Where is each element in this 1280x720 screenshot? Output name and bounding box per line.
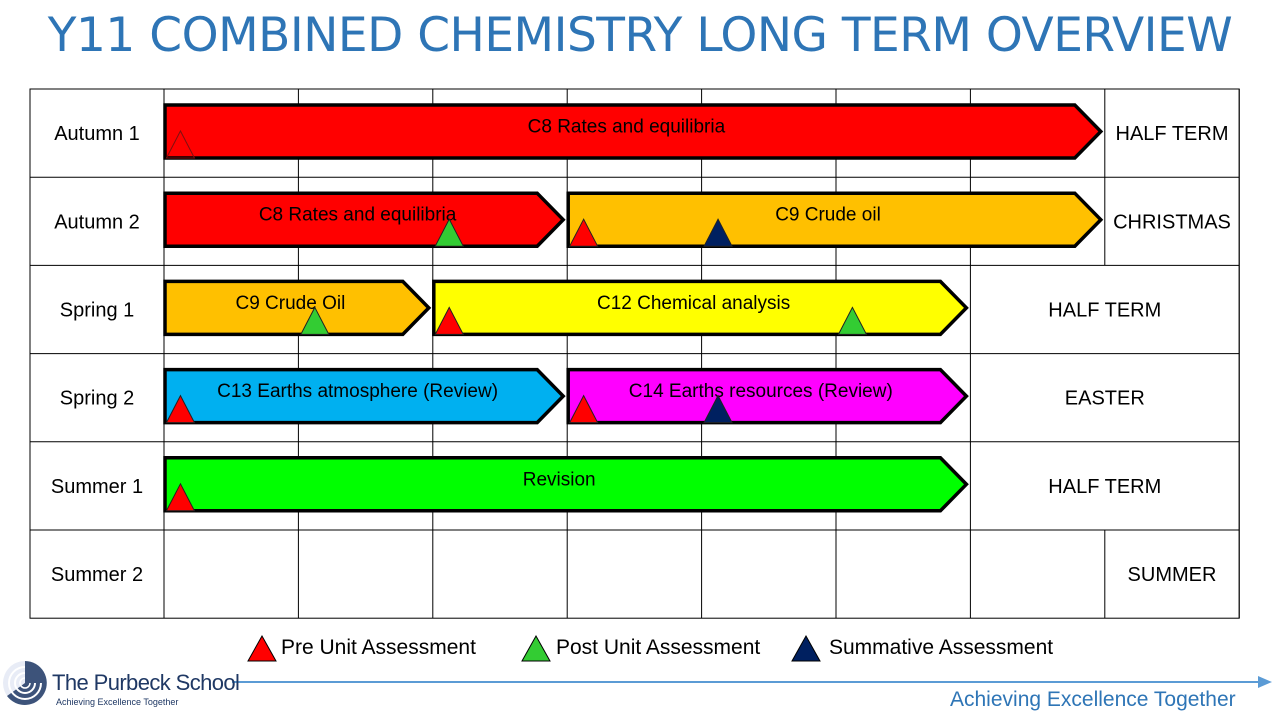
- post-assessment-icon: [300, 306, 330, 335]
- row-label: Summer 2: [51, 564, 143, 586]
- holiday-label: HALF TERM: [1116, 123, 1229, 145]
- pre-assessment-icon: [165, 129, 196, 159]
- summative-assessment-icon: [703, 218, 733, 247]
- holiday-label: HALF TERM: [1048, 476, 1161, 498]
- pre-assessment-icon: [568, 218, 599, 247]
- unit-arrow: [163, 456, 969, 513]
- unit-arrow: [432, 279, 969, 337]
- unit-arrow: [163, 103, 1104, 160]
- pre-assessment-icon: [434, 306, 465, 335]
- row-label: Summer 1: [51, 476, 143, 498]
- holiday-label: SUMMER: [1128, 564, 1217, 586]
- unit-arrow: [163, 279, 432, 337]
- row-label: Autumn 2: [54, 211, 140, 233]
- pre-assessment-icon: [568, 394, 599, 424]
- row-label: Autumn 1: [54, 123, 140, 145]
- holiday-label: CHRISTMAS: [1113, 211, 1231, 233]
- row-label: Spring 2: [60, 388, 135, 410]
- holiday-label: EASTER: [1065, 388, 1145, 410]
- unit-label: C9 Crude oil: [775, 205, 881, 226]
- school-name: The Purbeck School: [52, 670, 240, 695]
- unit-arrow: [566, 367, 969, 425]
- unit-label: C9 Crude Oil: [235, 293, 345, 314]
- unit-label: C8 Rates and equilibria: [528, 117, 726, 138]
- holiday-label: HALF TERM: [1048, 300, 1161, 322]
- unit-label: Revision: [523, 469, 596, 490]
- unit-label: C12 Chemical analysis: [597, 293, 790, 314]
- unit-label: C14 Earths resources (Review): [629, 381, 893, 402]
- unit-arrow: [163, 191, 566, 248]
- row-label: Spring 1: [60, 300, 135, 322]
- pre-assessment-icon: [165, 394, 196, 424]
- pre-assessment-icon: [165, 482, 196, 512]
- post-assessment-icon: [434, 218, 465, 247]
- summative-assessment-icon: [703, 394, 733, 424]
- unit-label: C13 Earths atmosphere (Review): [217, 381, 498, 402]
- unit-arrow: [566, 191, 1104, 248]
- footer-tagline: Achieving Excellence Together: [950, 688, 1236, 711]
- school-logo-tagline: Achieving Excellence Together: [56, 697, 179, 707]
- post-assessment-icon: [837, 306, 868, 335]
- page-title: Y11 COMBINED CHEMISTRY LONG TERM OVERVIE…: [47, 8, 1233, 63]
- unit-arrow: [163, 367, 566, 425]
- unit-label: C8 Rates and equilibria: [259, 205, 457, 226]
